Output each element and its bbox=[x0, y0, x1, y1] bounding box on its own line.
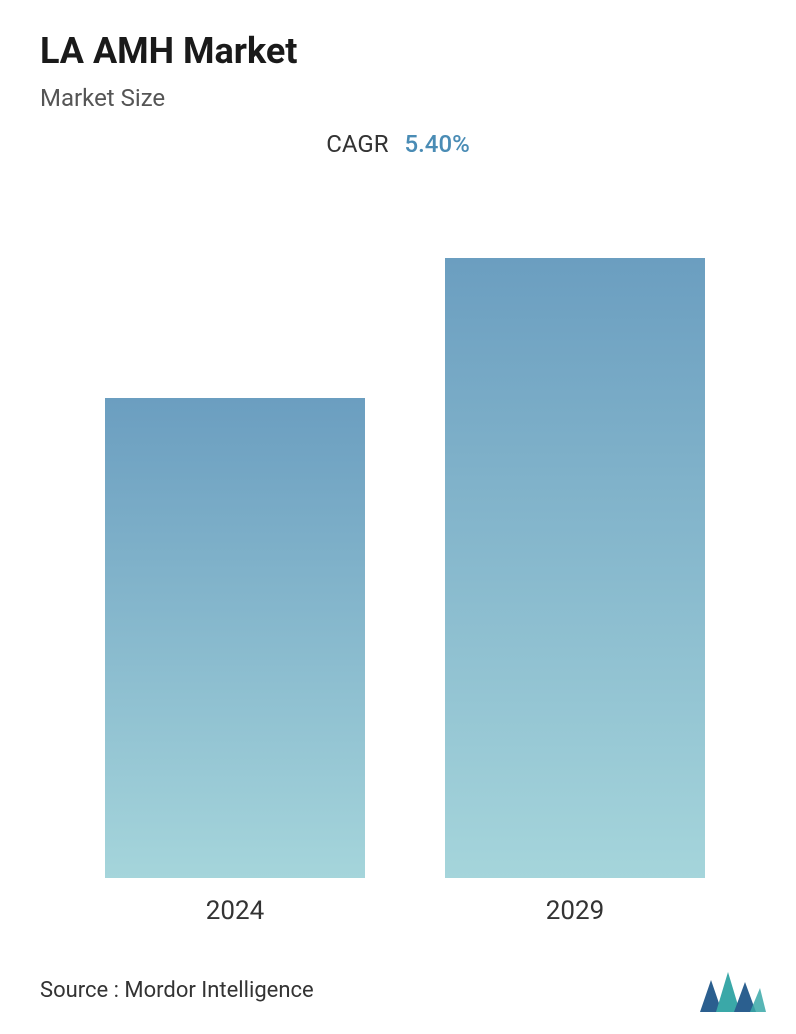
chart-title: LA AMH Market bbox=[40, 30, 756, 72]
bar-fill bbox=[445, 258, 705, 878]
chart-plot-area bbox=[0, 198, 796, 878]
bar-2029 bbox=[445, 258, 705, 878]
cagr-row: CAGR 5.40% bbox=[40, 130, 756, 158]
chart-subtitle: Market Size bbox=[40, 84, 756, 112]
source-attribution: Source : Mordor Intelligence bbox=[40, 978, 314, 1003]
x-axis-label: 2029 bbox=[546, 896, 604, 926]
chart-footer: Source : Mordor Intelligence bbox=[40, 968, 766, 1012]
brand-logo-icon bbox=[700, 968, 766, 1012]
chart-header: LA AMH Market Market Size CAGR 5.40% bbox=[0, 0, 796, 168]
cagr-label: CAGR bbox=[326, 130, 388, 158]
cagr-value: 5.40% bbox=[405, 130, 470, 158]
x-axis-label: 2024 bbox=[206, 896, 264, 926]
bar-fill bbox=[105, 398, 365, 878]
x-axis-labels: 2024 2029 bbox=[0, 896, 796, 946]
bar-2024 bbox=[105, 398, 365, 878]
